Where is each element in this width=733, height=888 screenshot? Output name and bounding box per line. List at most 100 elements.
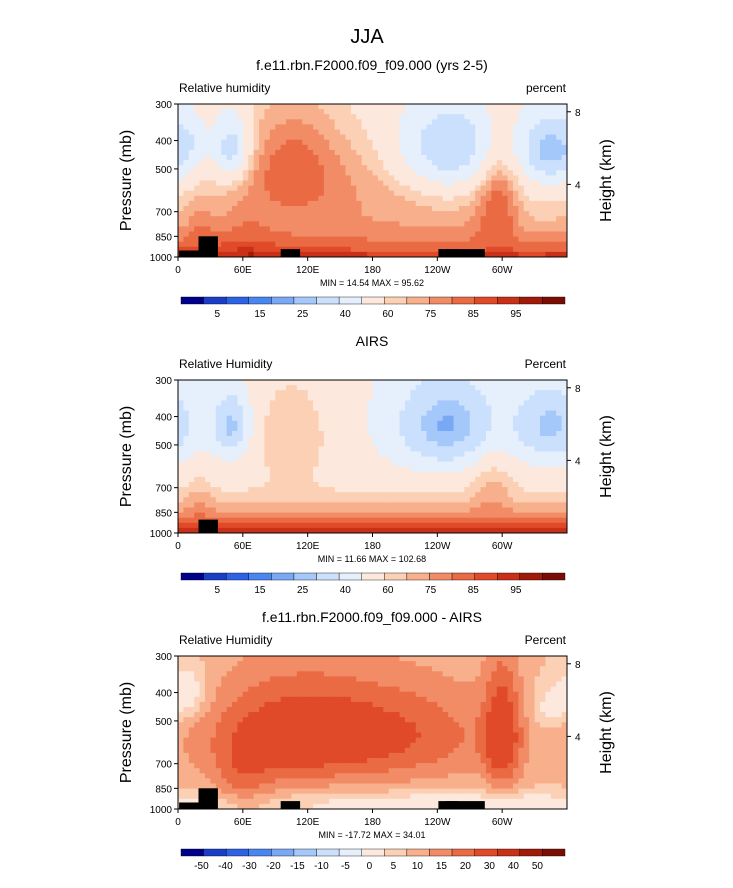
heatmap-cell (426, 671, 433, 677)
heatmap-cell (334, 425, 341, 432)
heatmap-cell (275, 385, 282, 391)
heatmap-cell (232, 124, 239, 131)
heatmap-cell (383, 114, 390, 120)
heatmap-cell (340, 487, 347, 493)
heatmap-cell (529, 114, 536, 120)
heatmap-cell (453, 144, 460, 151)
heatmap-cell (248, 446, 255, 452)
heatmap-cell (242, 691, 249, 698)
heatmap-cell (350, 436, 357, 442)
heatmap-cell (367, 410, 374, 417)
heatmap-cell (253, 461, 260, 468)
heatmap-cell (221, 661, 228, 667)
heatmap-cell (280, 415, 287, 422)
heatmap-cell (194, 686, 201, 693)
colorbar-label: 5 (214, 309, 220, 320)
heatmap-cell (334, 420, 341, 427)
y-tick-label: 850 (155, 232, 172, 243)
heatmap-cell (215, 492, 222, 498)
heatmap-cell (404, 175, 411, 182)
heatmap-cell (372, 656, 379, 662)
heatmap-cell (496, 686, 503, 693)
heatmap-cell (556, 487, 563, 493)
heatmap-cell (475, 400, 482, 407)
heatmap-cell (410, 410, 417, 417)
heatmap-cell (253, 149, 260, 156)
heatmap-cell (291, 446, 298, 452)
heatmap-cell (421, 492, 428, 498)
heatmap-cell (529, 109, 536, 115)
heatmap-cell (237, 471, 244, 478)
heatmap-cell (183, 211, 190, 217)
heatmap-cell (377, 190, 384, 197)
heatmap-cell (529, 420, 536, 427)
heatmap-cell (426, 114, 433, 120)
heatmap-cell (507, 180, 514, 187)
heatmap-cell (194, 527, 201, 533)
heatmap-cell (480, 497, 487, 503)
heatmap-cell (534, 671, 541, 677)
heatmap-cell (361, 451, 368, 458)
heatmap-cell (410, 175, 417, 182)
heatmap-cell (350, 461, 357, 468)
heatmap-cell (302, 206, 309, 212)
heatmap-cell (242, 512, 249, 519)
heatmap-cell (210, 155, 217, 161)
heatmap-cell (291, 200, 298, 207)
heatmap-cell (194, 104, 201, 110)
heatmap-cell (421, 512, 428, 519)
heatmap-cell (248, 155, 255, 161)
heatmap-cell (361, 149, 368, 156)
heatmap-cell (421, 380, 428, 386)
heatmap-cell (426, 251, 433, 257)
heatmap-cell (232, 390, 239, 396)
heatmap-cell (291, 476, 298, 483)
heatmap-cell (399, 415, 406, 422)
heatmap-cell (237, 522, 244, 529)
heatmap-cell (404, 410, 411, 417)
heatmap-cell (291, 109, 298, 115)
heatmap-cell (275, 390, 282, 396)
heatmap-cell (361, 180, 368, 187)
heatmap-cell (259, 666, 266, 672)
heatmap-cell (496, 216, 503, 222)
heatmap-cell (529, 134, 536, 141)
heatmap-cell (280, 155, 287, 161)
heatmap-cell (264, 415, 271, 422)
heatmap-cell (286, 527, 293, 533)
heatmap-cell (529, 236, 536, 243)
heatmap-cell (507, 517, 514, 524)
heatmap-cell (507, 410, 514, 417)
heatmap-cell (367, 517, 374, 524)
heatmap-cell (561, 119, 567, 125)
heatmap-cell (188, 487, 195, 493)
heatmap-cell (491, 139, 498, 146)
heatmap-cell (442, 425, 449, 432)
heatmap-cell (237, 512, 244, 519)
heatmap-cell (480, 661, 487, 667)
heatmap-cell (313, 114, 320, 120)
heatmap-cell (183, 134, 190, 141)
heatmap-cell (469, 104, 476, 110)
heatmap-cell (199, 119, 206, 125)
heatmap-cell (237, 231, 244, 238)
heatmap-cell (426, 410, 433, 417)
heatmap-cell (280, 170, 287, 176)
heatmap-cell (437, 436, 444, 442)
heatmap-cell (545, 124, 552, 131)
heatmap-cell (534, 221, 541, 227)
heatmap-cell (226, 527, 233, 533)
heatmap-cell (248, 420, 255, 427)
heatmap-cell (253, 446, 260, 452)
heatmap-cell (496, 231, 503, 238)
heatmap-cell (307, 139, 314, 146)
heatmap-cell (442, 180, 449, 187)
heatmap-cell (453, 124, 460, 131)
heatmap-cell (275, 676, 282, 683)
heatmap-cell (307, 195, 314, 202)
heatmap-cell (394, 666, 401, 672)
heatmap-cell (296, 190, 303, 197)
heatmap-cell (377, 431, 384, 437)
heatmap-cell (313, 221, 320, 227)
heatmap-cell (361, 400, 368, 407)
